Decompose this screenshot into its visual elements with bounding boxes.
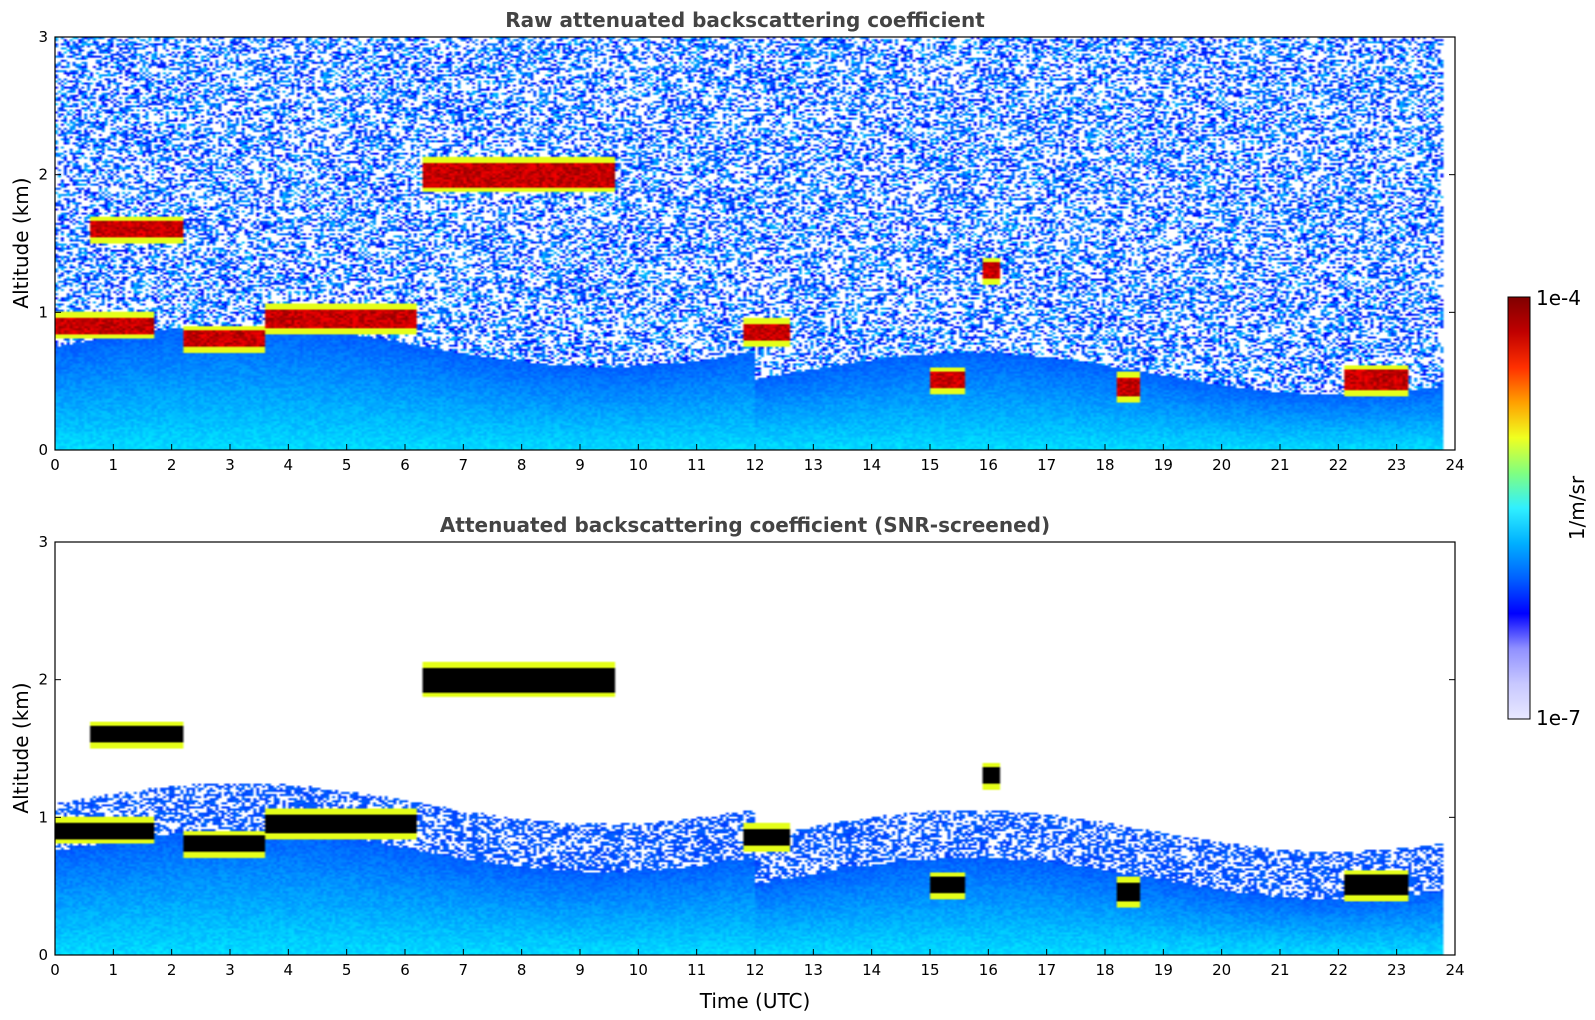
x-tick-label: 4	[284, 961, 294, 979]
x-tick-label: 17	[1037, 961, 1056, 979]
x-tick-label: 18	[1095, 961, 1114, 979]
x-tick-label: 12	[745, 961, 764, 979]
y-tick-label: 3	[38, 533, 48, 551]
y-tick-label: 2	[38, 671, 48, 689]
x-tick-label: 13	[804, 961, 823, 979]
x-tick-label: 10	[629, 456, 648, 474]
colorbar-max-label: 1e-4	[1536, 286, 1581, 310]
y-axis-label: Altitude (km)	[9, 177, 33, 308]
panel-raw: Raw attenuated backscattering coefficien…	[9, 8, 1465, 474]
y-tick-label: 3	[38, 28, 48, 46]
x-tick-label: 21	[1270, 456, 1289, 474]
y-tick-label: 1	[38, 808, 48, 826]
x-tick-label: 9	[575, 961, 585, 979]
x-tick-label: 5	[342, 456, 352, 474]
x-tick-label: 7	[459, 456, 469, 474]
x-tick-label: 15	[920, 961, 939, 979]
x-tick-label: 13	[804, 456, 823, 474]
x-tick-label: 7	[459, 961, 469, 979]
colorbar-min-label: 1e-7	[1536, 706, 1581, 730]
y-tick-label: 0	[38, 946, 48, 964]
x-tick-label: 8	[517, 961, 527, 979]
x-tick-label: 1	[109, 961, 119, 979]
heatmap-image	[55, 37, 1455, 450]
x-tick-label: 16	[979, 961, 998, 979]
y-axis: 0 1 2 3	[38, 533, 1455, 964]
x-tick-label: 11	[687, 456, 706, 474]
x-tick-label: 18	[1095, 456, 1114, 474]
x-tick-label: 0	[50, 961, 60, 979]
x-tick-label: 6	[400, 456, 410, 474]
panel-screened: Attenuated backscattering coefficient (S…	[9, 513, 1465, 1013]
x-tick-label: 1	[109, 456, 119, 474]
x-tick-label: 14	[862, 961, 881, 979]
x-tick-label: 9	[575, 456, 585, 474]
x-tick-label: 22	[1329, 961, 1348, 979]
x-tick-label: 14	[862, 456, 881, 474]
colorbar: 1e-4 1e-7 1/m/sr	[1507, 286, 1589, 730]
x-axis-label: Time (UTC)	[699, 989, 811, 1013]
x-tick-label: 24	[1445, 456, 1464, 474]
x-tick-label: 23	[1387, 456, 1406, 474]
x-tick-label: 8	[517, 456, 527, 474]
x-tick-label: 21	[1270, 961, 1289, 979]
x-tick-label: 0	[50, 456, 60, 474]
x-tick-label: 17	[1037, 456, 1056, 474]
x-tick-label: 11	[687, 961, 706, 979]
y-tick-label: 0	[38, 441, 48, 459]
x-tick-label: 2	[167, 961, 177, 979]
x-axis: 0 1 2 3 4 5 6 7 8 9 10 11 12 13 14 15 16 17 18 19 20 21 22 23 24	[50, 444, 1465, 474]
x-tick-label: 19	[1154, 961, 1173, 979]
y-tick-label: 2	[38, 166, 48, 184]
x-tick-label: 4	[284, 456, 294, 474]
y-tick-label: 1	[38, 303, 48, 321]
x-tick-label: 20	[1212, 961, 1231, 979]
chart-title: Attenuated backscattering coefficient (S…	[440, 513, 1050, 537]
heatmap-image	[55, 542, 1455, 955]
x-tick-label: 24	[1445, 961, 1464, 979]
chart-title: Raw attenuated backscattering coefficien…	[505, 8, 985, 32]
x-tick-label: 20	[1212, 456, 1231, 474]
x-tick-label: 22	[1329, 456, 1348, 474]
x-tick-label: 15	[920, 456, 939, 474]
colorbar-scale	[1507, 296, 1531, 720]
x-tick-label: 5	[342, 961, 352, 979]
x-axis: 0 1 2 3 4 5 6 7 8 9 10 11 12 13 14 15 16 17 18 19 20 21 22 23 24	[50, 949, 1465, 979]
x-tick-label: 19	[1154, 456, 1173, 474]
x-tick-label: 10	[629, 961, 648, 979]
x-tick-label: 3	[225, 456, 235, 474]
x-tick-label: 2	[167, 456, 177, 474]
x-tick-label: 12	[745, 456, 764, 474]
y-axis-label: Altitude (km)	[9, 682, 33, 813]
x-tick-label: 6	[400, 961, 410, 979]
x-tick-label: 23	[1387, 961, 1406, 979]
y-axis: 0 1 2 3	[38, 28, 1455, 459]
x-tick-label: 3	[225, 961, 235, 979]
x-tick-label: 16	[979, 456, 998, 474]
colorbar-unit-label: 1/m/sr	[1565, 475, 1589, 540]
